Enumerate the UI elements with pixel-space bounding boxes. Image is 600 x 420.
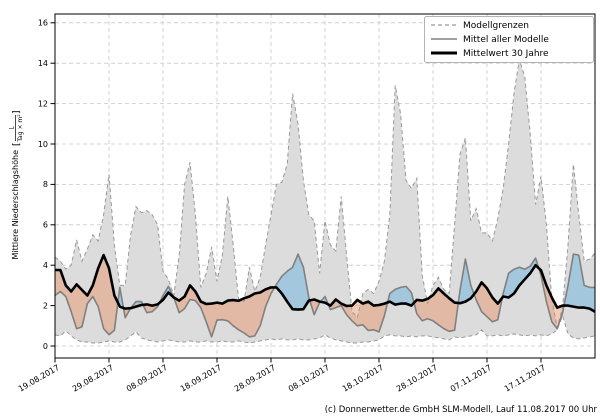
- y-axis-label: Mittlere Niederschlagshöhe [ L Tag × m² …: [9, 110, 25, 259]
- x-tick-label: 28.10.2017: [395, 363, 439, 394]
- legend: Modellgrenzen Mittel aller Modelle Mitte…: [424, 16, 594, 63]
- legend-label: Mittel aller Modelle: [463, 35, 549, 45]
- y-tick-label: 10: [38, 140, 48, 149]
- data-lines: [54, 253, 596, 338]
- y-axis-label-text: Mittlere Niederschlagshöhe: [11, 150, 20, 260]
- y-tick-label: 2: [43, 301, 48, 310]
- x-tick-label: 29.08.2017: [71, 363, 115, 394]
- anomaly-fills: [55, 254, 595, 337]
- y-tick-label: 14: [38, 59, 48, 68]
- above-normal-fill: [55, 254, 595, 312]
- legend-item-mittel-aller-modelle: Mittel aller Modelle: [431, 35, 549, 45]
- y-axis-unit-numerator: L: [9, 126, 16, 130]
- y-tick-label: 12: [38, 99, 48, 108]
- model-range-fill: [55, 59, 595, 343]
- y-tick-label: 0: [43, 342, 48, 351]
- model-range-band: [55, 59, 595, 343]
- legend-label: Mittelwert 30 Jahre: [463, 49, 549, 59]
- x-tick-label: 17.11.2017: [503, 363, 547, 394]
- x-tick-label: 07.11.2017: [449, 363, 493, 394]
- y-tick-label: 8: [43, 180, 48, 189]
- legend-item-modellgrenzen: Modellgrenzen: [431, 21, 529, 31]
- x-tick-label: 19.08.2017: [17, 363, 61, 394]
- x-tick-label: 28.09.2017: [233, 363, 277, 394]
- y-tick-label: 6: [43, 221, 48, 230]
- mean-30y-line: [55, 253, 596, 313]
- x-tick-label: 08.09.2017: [125, 363, 169, 394]
- x-tick-label: 18.09.2017: [179, 363, 223, 394]
- legend-box: [424, 16, 594, 63]
- legend-label: Modellgrenzen: [463, 21, 529, 31]
- y-tick-label: 16: [38, 19, 48, 28]
- legend-item-mittelwert-30-jahre: Mittelwert 30 Jahre: [431, 49, 549, 59]
- x-tick-label: 18.10.2017: [341, 363, 385, 394]
- model-mean-line: [54, 253, 595, 338]
- y-axis-unit-bracket-open: [: [12, 142, 22, 146]
- y-axis-unit-bracket-close: ]: [12, 110, 22, 114]
- x-tick-label: 08.10.2017: [287, 363, 331, 394]
- below-normal-fill: [55, 255, 595, 337]
- footer-credit: (c) Donnerwetter.de GmbH SLM-Modell, Lau…: [325, 405, 598, 415]
- y-axis-unit-denominator: Tag × m²: [17, 114, 24, 143]
- y-tick-label: 4: [43, 261, 48, 270]
